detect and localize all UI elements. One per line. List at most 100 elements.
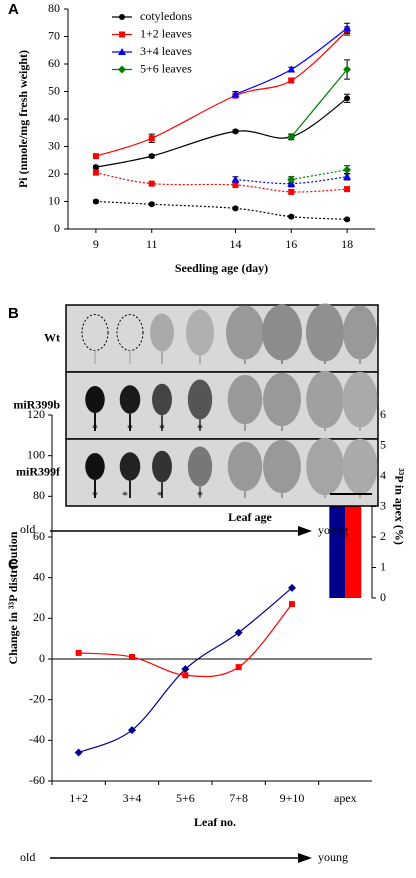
row-label: miR399f <box>16 464 61 478</box>
leaf <box>187 446 213 487</box>
leaf <box>85 386 105 413</box>
x-axis-label: Seedling age (day) <box>175 261 268 275</box>
leaf <box>150 313 174 352</box>
y-tick-label: 60 <box>33 529 45 543</box>
marker <box>92 164 99 171</box>
y-tick-label: 70 <box>48 28 60 42</box>
x-tick-label: 18 <box>341 237 353 251</box>
marker <box>148 201 155 208</box>
marker <box>287 175 296 184</box>
y2-tick-label: 1 <box>380 559 386 573</box>
y2-tick-label: 0 <box>380 590 386 604</box>
y-tick-label: 80 <box>33 488 45 502</box>
annotation: young <box>318 523 348 537</box>
x-tick-label: 5+6 <box>176 791 195 805</box>
asterisk: * <box>92 488 98 502</box>
leaf <box>85 453 105 480</box>
x-tick-label: 9+10 <box>280 791 305 805</box>
line <box>95 172 348 193</box>
marker <box>288 583 296 592</box>
y-tick-label: 40 <box>33 569 45 583</box>
marker <box>288 77 295 84</box>
x-tick-label: apex <box>334 791 357 805</box>
line <box>291 169 348 181</box>
bar <box>345 503 362 598</box>
asterisk: * <box>197 488 203 502</box>
y2-tick-label: 6 <box>380 407 386 421</box>
leaf <box>186 309 214 356</box>
marker <box>231 175 240 183</box>
leaf <box>342 371 378 428</box>
axis-label: Leaf age <box>228 510 272 524</box>
leaf <box>152 383 172 416</box>
leaf <box>306 370 344 429</box>
marker <box>182 672 189 679</box>
legend-label: 3+4 leaves <box>140 44 192 58</box>
marker <box>343 172 352 180</box>
marker <box>148 153 155 160</box>
x-tick-label: 11 <box>146 237 158 251</box>
y-tick-label: 60 <box>48 56 60 70</box>
leaf <box>262 304 302 361</box>
y-tick-label: -20 <box>29 691 45 705</box>
annotation: old <box>20 850 35 864</box>
row-label: Wt <box>44 330 60 344</box>
leaf <box>226 305 264 360</box>
marker <box>289 601 295 608</box>
legend-label: cotyledons <box>140 9 192 23</box>
marker <box>288 188 295 195</box>
marker <box>74 748 83 757</box>
leaf <box>119 385 141 414</box>
x-tick-label: 7+8 <box>229 791 248 805</box>
leaf <box>263 439 301 494</box>
marker <box>234 628 243 637</box>
y2-tick-label: 3 <box>380 498 386 512</box>
x-tick-label: 9 <box>93 237 99 251</box>
y-tick-label: 80 <box>48 1 60 15</box>
marker <box>92 153 99 160</box>
leaf <box>343 305 377 360</box>
asterisk: * <box>197 421 203 435</box>
x-axis-label: Leaf no. <box>194 815 236 829</box>
y-tick-label: -60 <box>29 773 45 787</box>
x-tick-label: 14 <box>229 237 241 251</box>
marker <box>148 135 155 142</box>
y-axis-label: Pi (nmole/mg fresh weight) <box>16 50 30 188</box>
annotation: old <box>20 522 35 536</box>
marker <box>148 180 155 187</box>
y-tick-label: 30 <box>48 138 60 152</box>
y2-axis-label: ³³P in apex (%) <box>392 468 406 545</box>
line <box>95 97 348 168</box>
panel-label: A <box>8 1 19 18</box>
marker <box>92 169 99 176</box>
marker <box>128 726 136 735</box>
annotation: young <box>318 850 348 864</box>
legend-label: 5+6 leaves <box>140 61 192 75</box>
marker <box>118 48 126 55</box>
leaf <box>306 303 344 362</box>
marker <box>288 213 295 220</box>
marker <box>235 664 242 671</box>
leaf <box>306 437 344 496</box>
marker <box>129 653 135 660</box>
row-label: miR399b <box>13 397 60 411</box>
y-tick-label: 10 <box>48 193 60 207</box>
arrow-head <box>298 526 312 536</box>
arrow-head <box>298 853 312 863</box>
marker <box>75 649 82 656</box>
marker <box>232 182 239 188</box>
x-tick-label: 1+2 <box>69 791 88 805</box>
y-tick-label: 50 <box>48 83 60 97</box>
marker <box>343 165 352 174</box>
marker <box>231 90 240 98</box>
y-tick-label: 20 <box>48 166 60 180</box>
leaf <box>152 450 172 483</box>
y2-tick-label: 5 <box>380 437 386 451</box>
line <box>290 69 348 138</box>
asterisk: * <box>127 421 133 435</box>
line <box>95 30 348 157</box>
line <box>235 27 348 95</box>
y-axis-label: Change in ³³P distribution <box>6 531 20 664</box>
y-tick-label: 120 <box>27 407 45 421</box>
marker <box>287 132 296 141</box>
